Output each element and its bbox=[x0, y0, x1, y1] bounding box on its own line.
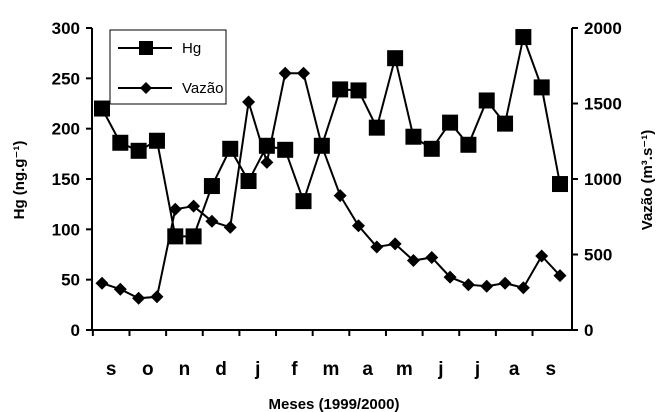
data-point-vaz-o bbox=[516, 281, 530, 295]
data-point-vaz-o bbox=[333, 189, 347, 203]
data-point-vaz-o bbox=[351, 219, 365, 233]
data-point-vaz-o bbox=[461, 278, 475, 292]
data-point-vaz-o bbox=[132, 291, 146, 305]
data-point-vaz-o bbox=[187, 199, 201, 213]
legend: Hg Vazão bbox=[109, 29, 227, 105]
month-label: j bbox=[254, 359, 260, 380]
data-point-hg bbox=[552, 176, 568, 193]
right-tick-label: 1000 bbox=[584, 170, 622, 189]
month-label: j bbox=[437, 359, 443, 380]
data-point-hg bbox=[350, 82, 367, 99]
legend-marker-vaz-o bbox=[140, 82, 152, 94]
month-label: m bbox=[396, 359, 413, 380]
data-point-vaz-o bbox=[535, 249, 549, 263]
data-point-hg bbox=[94, 100, 110, 117]
legend-marker-hg bbox=[139, 41, 153, 55]
month-label: j bbox=[474, 359, 480, 380]
legend-box bbox=[109, 29, 227, 105]
data-point-hg bbox=[460, 136, 477, 153]
left-tick-label: 200 bbox=[52, 120, 80, 139]
data-point-hg bbox=[112, 134, 129, 151]
left-tick-label: 100 bbox=[52, 220, 80, 239]
month-label: s bbox=[106, 359, 117, 380]
month-label: m bbox=[323, 359, 340, 380]
left-tick-label: 50 bbox=[61, 271, 80, 290]
data-point-hg bbox=[332, 81, 349, 98]
data-point-vaz-o bbox=[498, 276, 512, 290]
data-point-hg bbox=[130, 142, 147, 159]
data-point-vaz-o bbox=[370, 240, 384, 254]
data-point-hg bbox=[185, 228, 202, 245]
left-tick-label: 250 bbox=[52, 69, 80, 88]
data-point-hg bbox=[387, 50, 404, 67]
data-point-hg bbox=[368, 119, 385, 136]
left-tick-label: 0 bbox=[71, 321, 80, 340]
data-point-hg bbox=[497, 115, 514, 132]
series-layer bbox=[94, 29, 568, 305]
data-point-hg bbox=[222, 140, 239, 157]
data-point-vaz-o bbox=[425, 251, 439, 265]
data-point-vaz-o bbox=[553, 269, 567, 283]
month-label: n bbox=[179, 359, 191, 380]
data-point-hg bbox=[405, 128, 422, 145]
data-point-vaz-o bbox=[297, 66, 311, 80]
right-axis-title: Vazão (m³.s⁻¹) bbox=[639, 130, 656, 230]
x-axis-title: Meses (1999/2000) bbox=[269, 396, 400, 412]
left-tick-label: 150 bbox=[52, 170, 80, 189]
right-axis: 0 500 1000 1500 2000 bbox=[572, 19, 622, 340]
legend-label-hg: Hg bbox=[182, 40, 201, 57]
data-point-vaz-o bbox=[406, 254, 420, 268]
right-tick-label: 1500 bbox=[584, 95, 622, 114]
data-point-hg bbox=[478, 92, 495, 109]
month-label: f bbox=[291, 359, 298, 380]
data-point-hg bbox=[533, 79, 550, 96]
right-tick-label: 2000 bbox=[584, 19, 622, 38]
right-tick-label: 500 bbox=[584, 246, 612, 265]
data-point-vaz-o bbox=[278, 66, 292, 80]
data-point-hg bbox=[148, 132, 165, 149]
data-point-vaz-o bbox=[260, 155, 274, 169]
data-point-vaz-o bbox=[205, 214, 219, 228]
month-label: a bbox=[362, 359, 373, 380]
data-point-vaz-o bbox=[150, 290, 164, 304]
data-point-vaz-o bbox=[480, 279, 494, 293]
data-point-hg bbox=[203, 178, 220, 195]
data-point-vaz-o bbox=[242, 95, 256, 109]
data-point-hg bbox=[277, 141, 294, 158]
data-point-vaz-o bbox=[95, 276, 109, 290]
data-point-hg bbox=[515, 29, 532, 46]
data-point-hg bbox=[240, 173, 257, 190]
data-point-hg bbox=[423, 140, 440, 157]
month-label: s bbox=[546, 359, 557, 380]
data-point-vaz-o bbox=[113, 282, 127, 296]
left-axis-title: Hg (ng.g⁻¹) bbox=[11, 141, 28, 220]
data-point-hg bbox=[295, 193, 312, 210]
data-point-hg bbox=[442, 114, 459, 131]
data-point-vaz-o bbox=[388, 237, 402, 251]
data-point-vaz-o bbox=[315, 139, 329, 153]
month-label: d bbox=[215, 359, 227, 380]
month-label: a bbox=[509, 359, 520, 380]
month-label: o bbox=[142, 359, 154, 380]
data-point-vaz-o bbox=[443, 270, 457, 284]
data-point-vaz-o bbox=[168, 202, 182, 216]
left-axis: 0 50 100 150 200 250 300 bbox=[52, 19, 92, 340]
right-tick-label: 0 bbox=[584, 321, 593, 340]
left-tick-label: 300 bbox=[52, 19, 80, 38]
data-point-vaz-o bbox=[223, 220, 237, 234]
legend-label-vaz-o: Vazão bbox=[182, 80, 223, 97]
